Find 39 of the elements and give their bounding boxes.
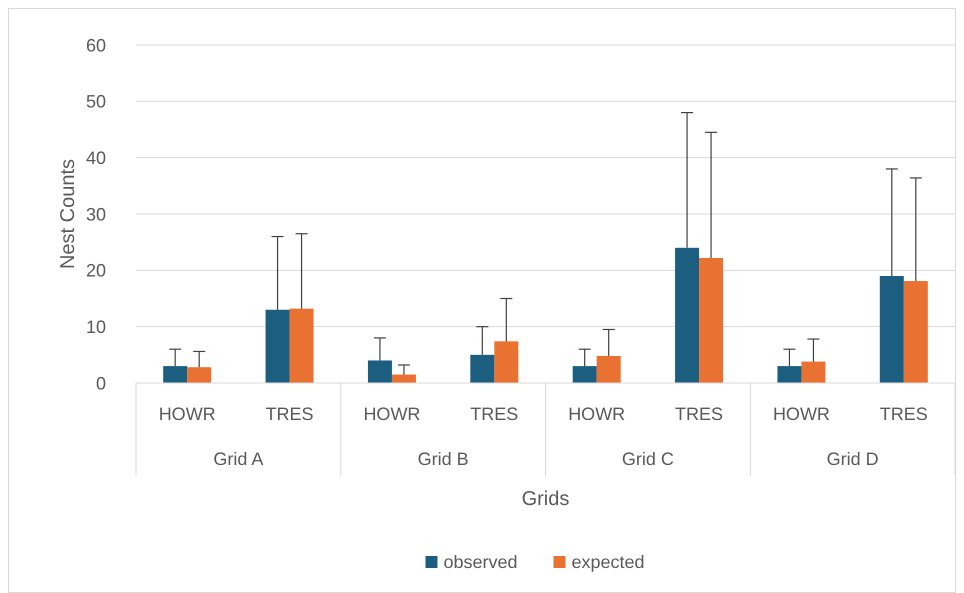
y-tick-label: 30 [86,204,106,224]
y-tick-label: 40 [86,148,106,168]
y-tick-label: 20 [86,260,106,281]
x-tick-label: HOWR [158,404,216,424]
x-tick-label: HOWR [363,404,420,424]
legend-label: expected [572,552,645,572]
x-tick-label: HOWR [568,404,626,424]
bar [596,356,621,383]
text: Grid A [213,449,264,469]
bar [187,367,212,383]
y-tick-label: 0 [96,373,106,394]
x-tick-label: HOWR [772,404,830,424]
bar [801,362,826,383]
y-tick-label: 50 [86,92,106,112]
x-tick-label: TRES [880,404,928,424]
y-tick-label: 10 [86,316,106,337]
bar [572,366,597,383]
bar [699,258,724,383]
bar [904,281,928,383]
x-tick-label: TRES [266,404,314,424]
y-tick-label: 60 [86,35,106,56]
text: Grid D [826,449,879,469]
text: Grid B [418,449,469,469]
bar [880,276,904,383]
bar [368,360,392,383]
legend-label: observed [444,552,518,572]
x-tick-label: TRES [470,404,518,424]
bar [266,310,290,383]
x-axis-title: Grids [522,488,570,510]
bar [392,374,416,383]
bar [163,366,188,383]
text: Grid C [622,449,674,469]
bar [290,308,314,383]
bar [470,354,494,383]
bar [494,341,518,383]
x-tick-label: TRES [675,404,724,424]
bar [777,366,802,383]
y-axis-title: Nest Counts [57,158,79,270]
bar [675,248,700,383]
